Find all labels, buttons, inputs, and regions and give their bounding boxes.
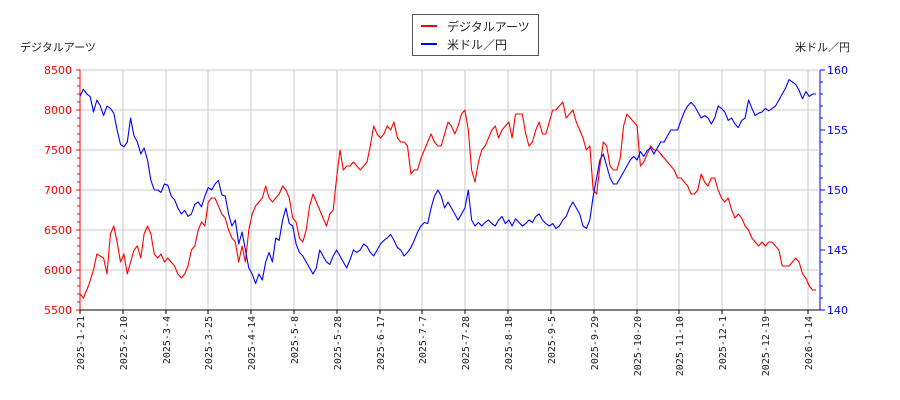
x-tick-label: 2025-9-5 [547,316,558,364]
legend-item-usd-jpy: 米ドル／円 [421,36,507,52]
x-tick-label: 2025-7-7 [418,316,429,364]
left-axis-title: デジタルアーツ [20,41,96,54]
axes: 5500 6000 6500 7000 7500 8000 8500 140 145 150 155… [44,64,848,376]
x-tick-label: 2025-2-10 [119,316,130,370]
right-y-tick-label: 150 [827,184,848,197]
x-tick-label: 2025-12-19 [761,316,772,376]
legend-label: デジタルアーツ [447,19,530,34]
x-tick-label: 2025-7-28 [461,316,472,370]
x-tick-label: 2025-9-29 [590,316,601,370]
x-tick-label: 2025-1-21 [76,316,87,370]
x-tick-label: 2025-6-17 [376,316,387,370]
left-y-tick-label: 5500 [44,304,72,317]
x-tick-label: 2025-3-4 [162,316,173,364]
x-tick-label: 2026-1-14 [804,316,815,370]
left-y-tick-label: 7500 [44,144,72,157]
legend: デジタルアーツ 米ドル／円 [412,14,539,56]
gridlines [79,69,818,311]
legend-item-digital-arts: デジタルアーツ [421,18,530,34]
x-tick-label: 2025-11-10 [675,316,686,376]
x-tick-label: 2025-10-20 [633,316,644,376]
red-line-swatch-icon [421,25,437,27]
right-axis-title: 米ドル／円 [795,41,850,54]
left-y-tick-label: 6500 [44,224,72,237]
right-y-tick-label: 145 [827,244,848,257]
x-tick-label: 2025-3-25 [204,316,215,370]
left-y-tick-label: 8000 [44,104,72,117]
blue-line-swatch-icon [421,43,437,45]
legend-label: 米ドル／円 [447,37,508,52]
x-tick-label: 2025-12-1 [718,316,729,370]
series-lines [79,79,816,299]
x-tick-label: 2025-5-8 [290,316,301,364]
left-y-tick-label: 7000 [44,184,72,197]
x-tick-label: 2025-4-14 [247,316,258,370]
left-y-tick-label: 8500 [44,64,72,77]
right-y-tick-label: 155 [827,124,848,137]
x-tick-label: 2025-5-28 [333,316,344,370]
left-y-tick-label: 6000 [44,264,72,277]
right-y-tick-label: 160 [827,64,848,77]
digital-arts-line [79,101,816,299]
x-tick-label: 2025-8-18 [504,316,515,370]
usd-jpy-line [79,79,816,285]
right-y-tick-label: 140 [827,304,848,317]
